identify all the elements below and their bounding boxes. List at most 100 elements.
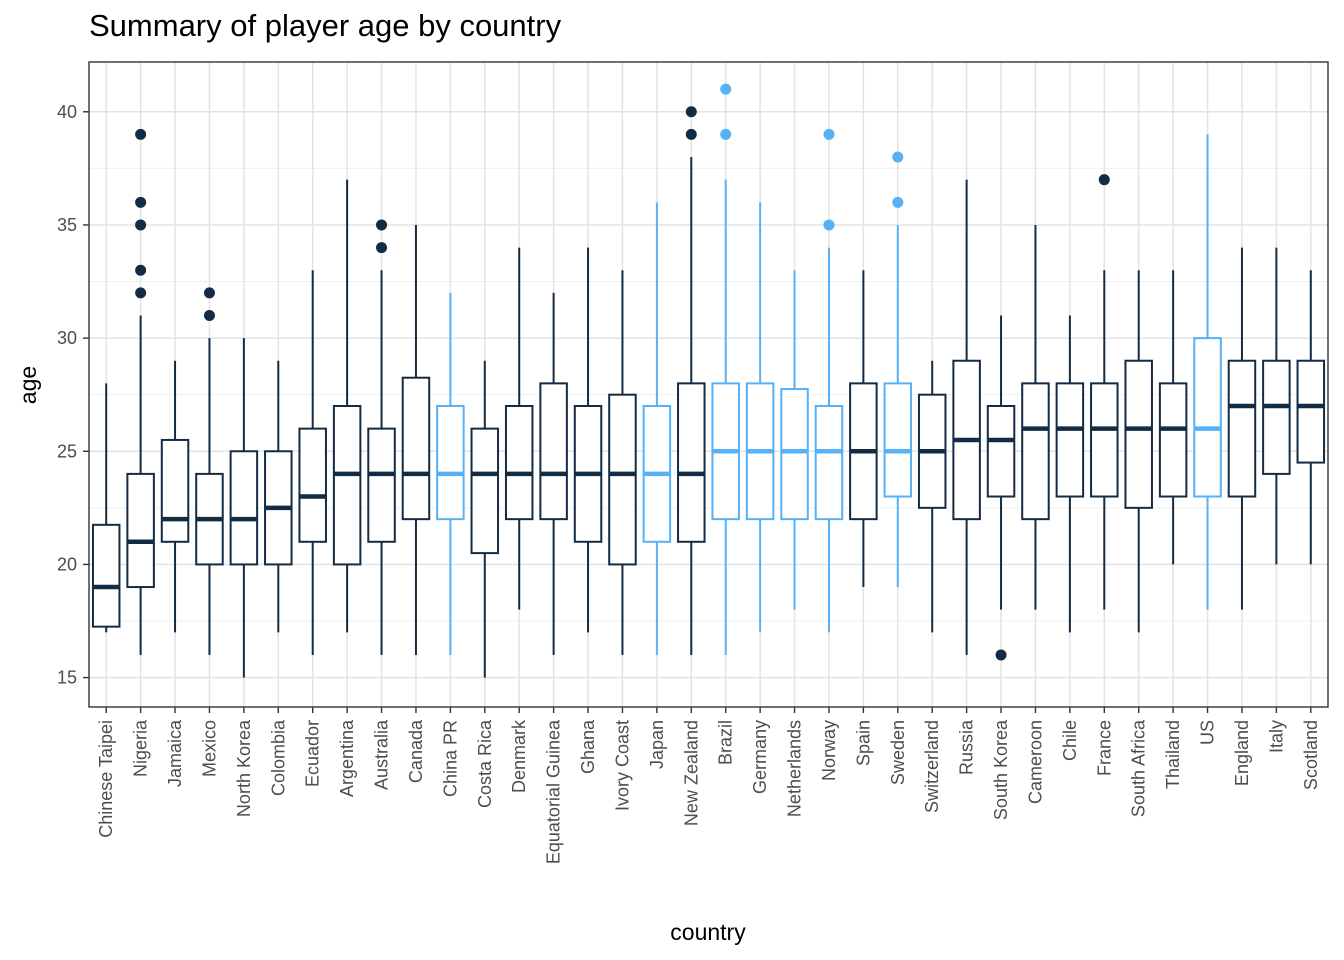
y-tick-label: 35 [57, 215, 77, 235]
outlier-point [892, 151, 904, 163]
outlier-point [995, 649, 1007, 661]
box-scotland [1296, 270, 1326, 565]
x-tick-label: Equatorial Guinea [544, 719, 564, 864]
outlier-point [1098, 174, 1110, 186]
x-tick-label: Australia [372, 719, 392, 790]
box-argentina [332, 179, 362, 633]
x-tick-label: North Korea [234, 719, 254, 817]
x-axis-title: country [670, 919, 746, 945]
iqr-box [298, 427, 327, 543]
iqr-box [504, 405, 534, 521]
iqr-box [608, 393, 637, 566]
outlier-point [685, 106, 697, 118]
outlier-point [135, 196, 147, 208]
x-tick-label: China PR [440, 720, 460, 797]
iqr-box [126, 472, 155, 589]
y-tick-label: 25 [57, 441, 77, 461]
y-axis: 15 20 25 30 35 40 [57, 102, 89, 688]
iqr-box [1262, 359, 1291, 475]
x-tick-label: Scotland [1301, 720, 1321, 790]
y-tick-label: 30 [57, 328, 77, 348]
outlier-point [892, 196, 904, 208]
x-tick-label: Japan [647, 720, 667, 769]
box-brazil [711, 83, 740, 655]
box-denmark [504, 247, 534, 610]
y-axis-title: age [15, 366, 41, 404]
iqr-box [367, 427, 396, 543]
iqr-box [160, 438, 190, 543]
iqr-box [401, 376, 431, 521]
chart-title: Summary of player age by country [89, 8, 562, 43]
iqr-box [1055, 382, 1085, 498]
iqr-box [780, 388, 809, 521]
box-chile [1055, 315, 1085, 633]
box-colombia [264, 360, 293, 633]
box-netherlands [780, 270, 809, 610]
x-tick-label: Thailand [1163, 720, 1183, 789]
box-north-korea [229, 338, 259, 678]
outlier-point [376, 219, 388, 231]
x-tick-label: Norway [819, 720, 839, 781]
outlier-point [823, 128, 835, 140]
iqr-box [1193, 337, 1222, 498]
x-tick-label: Brazil [716, 720, 736, 765]
iqr-box [436, 405, 465, 521]
box-canada [401, 224, 431, 655]
x-tick-label: Mexico [199, 720, 219, 777]
x-tick-label: Denmark [509, 719, 529, 793]
outlier-point [376, 242, 388, 254]
x-tick-label: Spain [853, 720, 873, 766]
x-tick-label: Nigeria [131, 719, 151, 777]
iqr-box [1158, 382, 1188, 498]
box-equatorial-guinea [539, 292, 568, 655]
panel-border [88, 61, 1329, 708]
iqr-box [986, 405, 1016, 498]
box-russia [952, 179, 981, 655]
x-tick-label: Ivory Coast [612, 720, 632, 811]
x-tick-label: Argentina [337, 719, 357, 797]
x-tick-label: Germany [750, 720, 770, 794]
x-tick-label: Italy [1266, 720, 1286, 753]
x-tick-label: South Korea [991, 719, 1011, 820]
outlier-point [823, 219, 835, 231]
outlier-point [685, 128, 697, 140]
iqr-box [677, 382, 706, 543]
box-new-zealand [677, 106, 706, 655]
outlier-point [203, 309, 215, 321]
box-ghana [573, 247, 603, 633]
box-japan [642, 202, 672, 655]
x-tick-label: South Africa [1129, 719, 1149, 817]
box-norway [814, 128, 844, 633]
box-switzerland [917, 360, 947, 633]
iqr-box [1090, 382, 1119, 498]
x-tick-label: Netherlands [785, 720, 805, 817]
box-cameroon [1021, 224, 1050, 610]
box-costa-rica [470, 360, 500, 678]
box-spain [849, 270, 878, 588]
outlier-point [135, 264, 147, 276]
box-jamaica [160, 360, 190, 633]
x-tick-label: Chile [1060, 720, 1080, 761]
iqr-box [814, 405, 844, 521]
x-tick-label: Chinese Taipei [96, 720, 116, 838]
x-tick-label: Jamaica [165, 719, 185, 787]
iqr-box [470, 427, 500, 555]
outlier-point [135, 287, 147, 299]
box-south-korea [986, 315, 1016, 661]
iqr-box [91, 523, 121, 628]
x-tick-label: Costa Rica [475, 719, 495, 808]
x-axis: Chinese Taipei Nigeria Jamaica Mexico North … [96, 707, 1321, 864]
box-ivory-coast [608, 270, 637, 655]
box-france [1090, 174, 1119, 610]
x-tick-label: New Zealand [681, 720, 701, 826]
x-tick-label: Canada [406, 719, 426, 783]
outlier-point [135, 219, 147, 231]
box-south-africa [1124, 270, 1153, 633]
y-tick-label: 40 [57, 102, 77, 122]
iqr-box [1296, 359, 1326, 464]
outlier-point [720, 128, 732, 140]
box-chinese-taipei [91, 383, 121, 633]
box-us [1193, 134, 1222, 610]
box-germany [745, 202, 775, 633]
x-tick-label: Ghana [578, 719, 598, 774]
